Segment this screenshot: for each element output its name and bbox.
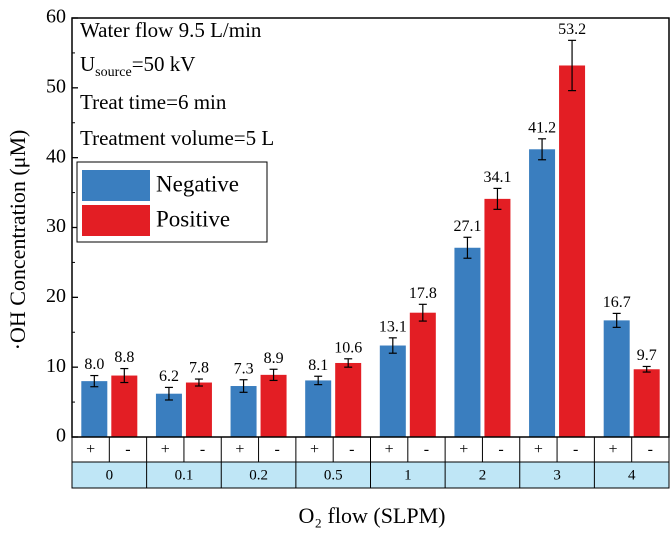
value-label: 6.2 [159, 368, 179, 385]
x-axis-label: O₂ flow (SLPM) [298, 503, 445, 528]
value-label: 7.8 [189, 360, 209, 377]
sign-label-minus: - [424, 441, 429, 458]
bar-positive-2 [484, 198, 511, 437]
y-tick-label: 0 [56, 425, 66, 447]
value-label: 8.0 [84, 356, 104, 373]
value-label: 10.6 [334, 339, 362, 356]
x-category-label: 2 [479, 467, 487, 483]
sign-label-plus: + [235, 441, 244, 458]
sign-label-minus: - [125, 441, 130, 458]
value-label: 53.2 [558, 21, 586, 38]
sign-label-minus: - [275, 441, 280, 458]
category-table: + -0+ -0.1+ -0.2+ -0.5+ -1+ -2+ -3+ -4 [71, 437, 670, 489]
sign-label-plus: + [161, 441, 170, 458]
y-tick-layer: 0 10 20 30 40 50 60 [46, 6, 78, 447]
value-label: 7.3 [234, 360, 254, 377]
legend-swatch-positive [82, 205, 150, 236]
y-tick-label: 50 [46, 75, 66, 97]
y-tick-label: 40 [46, 145, 66, 167]
sign-label-minus: - [349, 441, 354, 458]
bar-negative-2 [454, 247, 481, 437]
sign-label-plus: + [86, 441, 95, 458]
bar-positive-0.5 [335, 362, 362, 437]
sign-label-minus: - [200, 441, 205, 458]
bar-positive-0.2 [260, 374, 287, 437]
value-label: 9.7 [637, 347, 657, 364]
bar-negative-1 [379, 345, 406, 437]
legend-swatch-negative [82, 170, 150, 201]
y-tick-label: 60 [46, 6, 66, 28]
sign-label-plus: + [459, 441, 468, 458]
sign-label-plus: + [609, 441, 618, 458]
legend-label-negative: Negative [156, 171, 239, 196]
annotation-treat-time: Treat time=6 min [80, 90, 227, 114]
sign-label-minus: - [498, 441, 503, 458]
y-tick-label: 10 [46, 355, 66, 377]
annotation-u: U [80, 52, 95, 76]
value-label: 34.1 [483, 169, 511, 186]
bar-negative-0 [81, 381, 108, 437]
sign-label-plus: + [310, 441, 319, 458]
bar-positive-1 [409, 312, 436, 437]
annotation-voltage: Usource=50 kV [80, 52, 195, 80]
x-category-label: 1 [404, 467, 412, 483]
y-axis-label: ·OH Concentration (μM) [5, 130, 30, 351]
value-label: 41.2 [528, 119, 556, 136]
x-category-label: 3 [553, 467, 561, 483]
x-category-label: 0.2 [249, 467, 268, 483]
bar-layer [81, 65, 660, 437]
value-label: 17.8 [409, 285, 437, 302]
value-label: 13.1 [379, 319, 407, 336]
sign-label-plus: + [385, 441, 394, 458]
bar-positive-0.1 [185, 382, 212, 437]
errorbar-layer [90, 39, 651, 401]
annotation-box: Water flow 9.5 L/min Usource=50 kV Treat… [80, 18, 274, 150]
y-tick-label: 30 [46, 215, 66, 237]
sign-label-minus: - [573, 441, 578, 458]
annotation-u-rest: =50 kV [132, 52, 196, 76]
value-label: 16.7 [603, 294, 631, 311]
x-category-label: 0.1 [175, 467, 194, 483]
annotation-volume: Treatment volume=5 L [80, 126, 274, 150]
legend: Negative Positive [76, 161, 268, 243]
annotation-u-sub: source [95, 65, 132, 80]
sign-label-minus: - [648, 441, 653, 458]
bar-negative-0.2 [230, 386, 257, 437]
bar-negative-0.5 [305, 380, 332, 437]
x-category-label: 4 [628, 467, 636, 483]
bar-positive-4 [633, 369, 660, 437]
bar-negative-4 [603, 320, 630, 437]
bar-negative-0.1 [155, 393, 182, 437]
value-label: 8.9 [264, 350, 284, 367]
sign-label-plus: + [534, 441, 543, 458]
value-label: 8.8 [114, 349, 134, 366]
value-label: 8.1 [308, 357, 328, 374]
y-tick-label: 20 [46, 285, 66, 307]
legend-label-positive: Positive [156, 206, 230, 231]
plot-frame [71, 17, 670, 438]
bar-positive-0 [111, 375, 138, 437]
x-category-label: 0 [106, 467, 114, 483]
value-label: 27.1 [453, 218, 481, 235]
bar-positive-3 [559, 65, 586, 437]
value-label-layer: 8.0 8.8 6.2 7.8 7.3 8.9 8.1 10.6 13.117.8 27.1 34.… [84, 21, 656, 385]
x-category-label: 0.5 [324, 467, 343, 483]
annotation-water-flow: Water flow 9.5 L/min [80, 18, 262, 42]
bar-negative-3 [529, 149, 556, 437]
